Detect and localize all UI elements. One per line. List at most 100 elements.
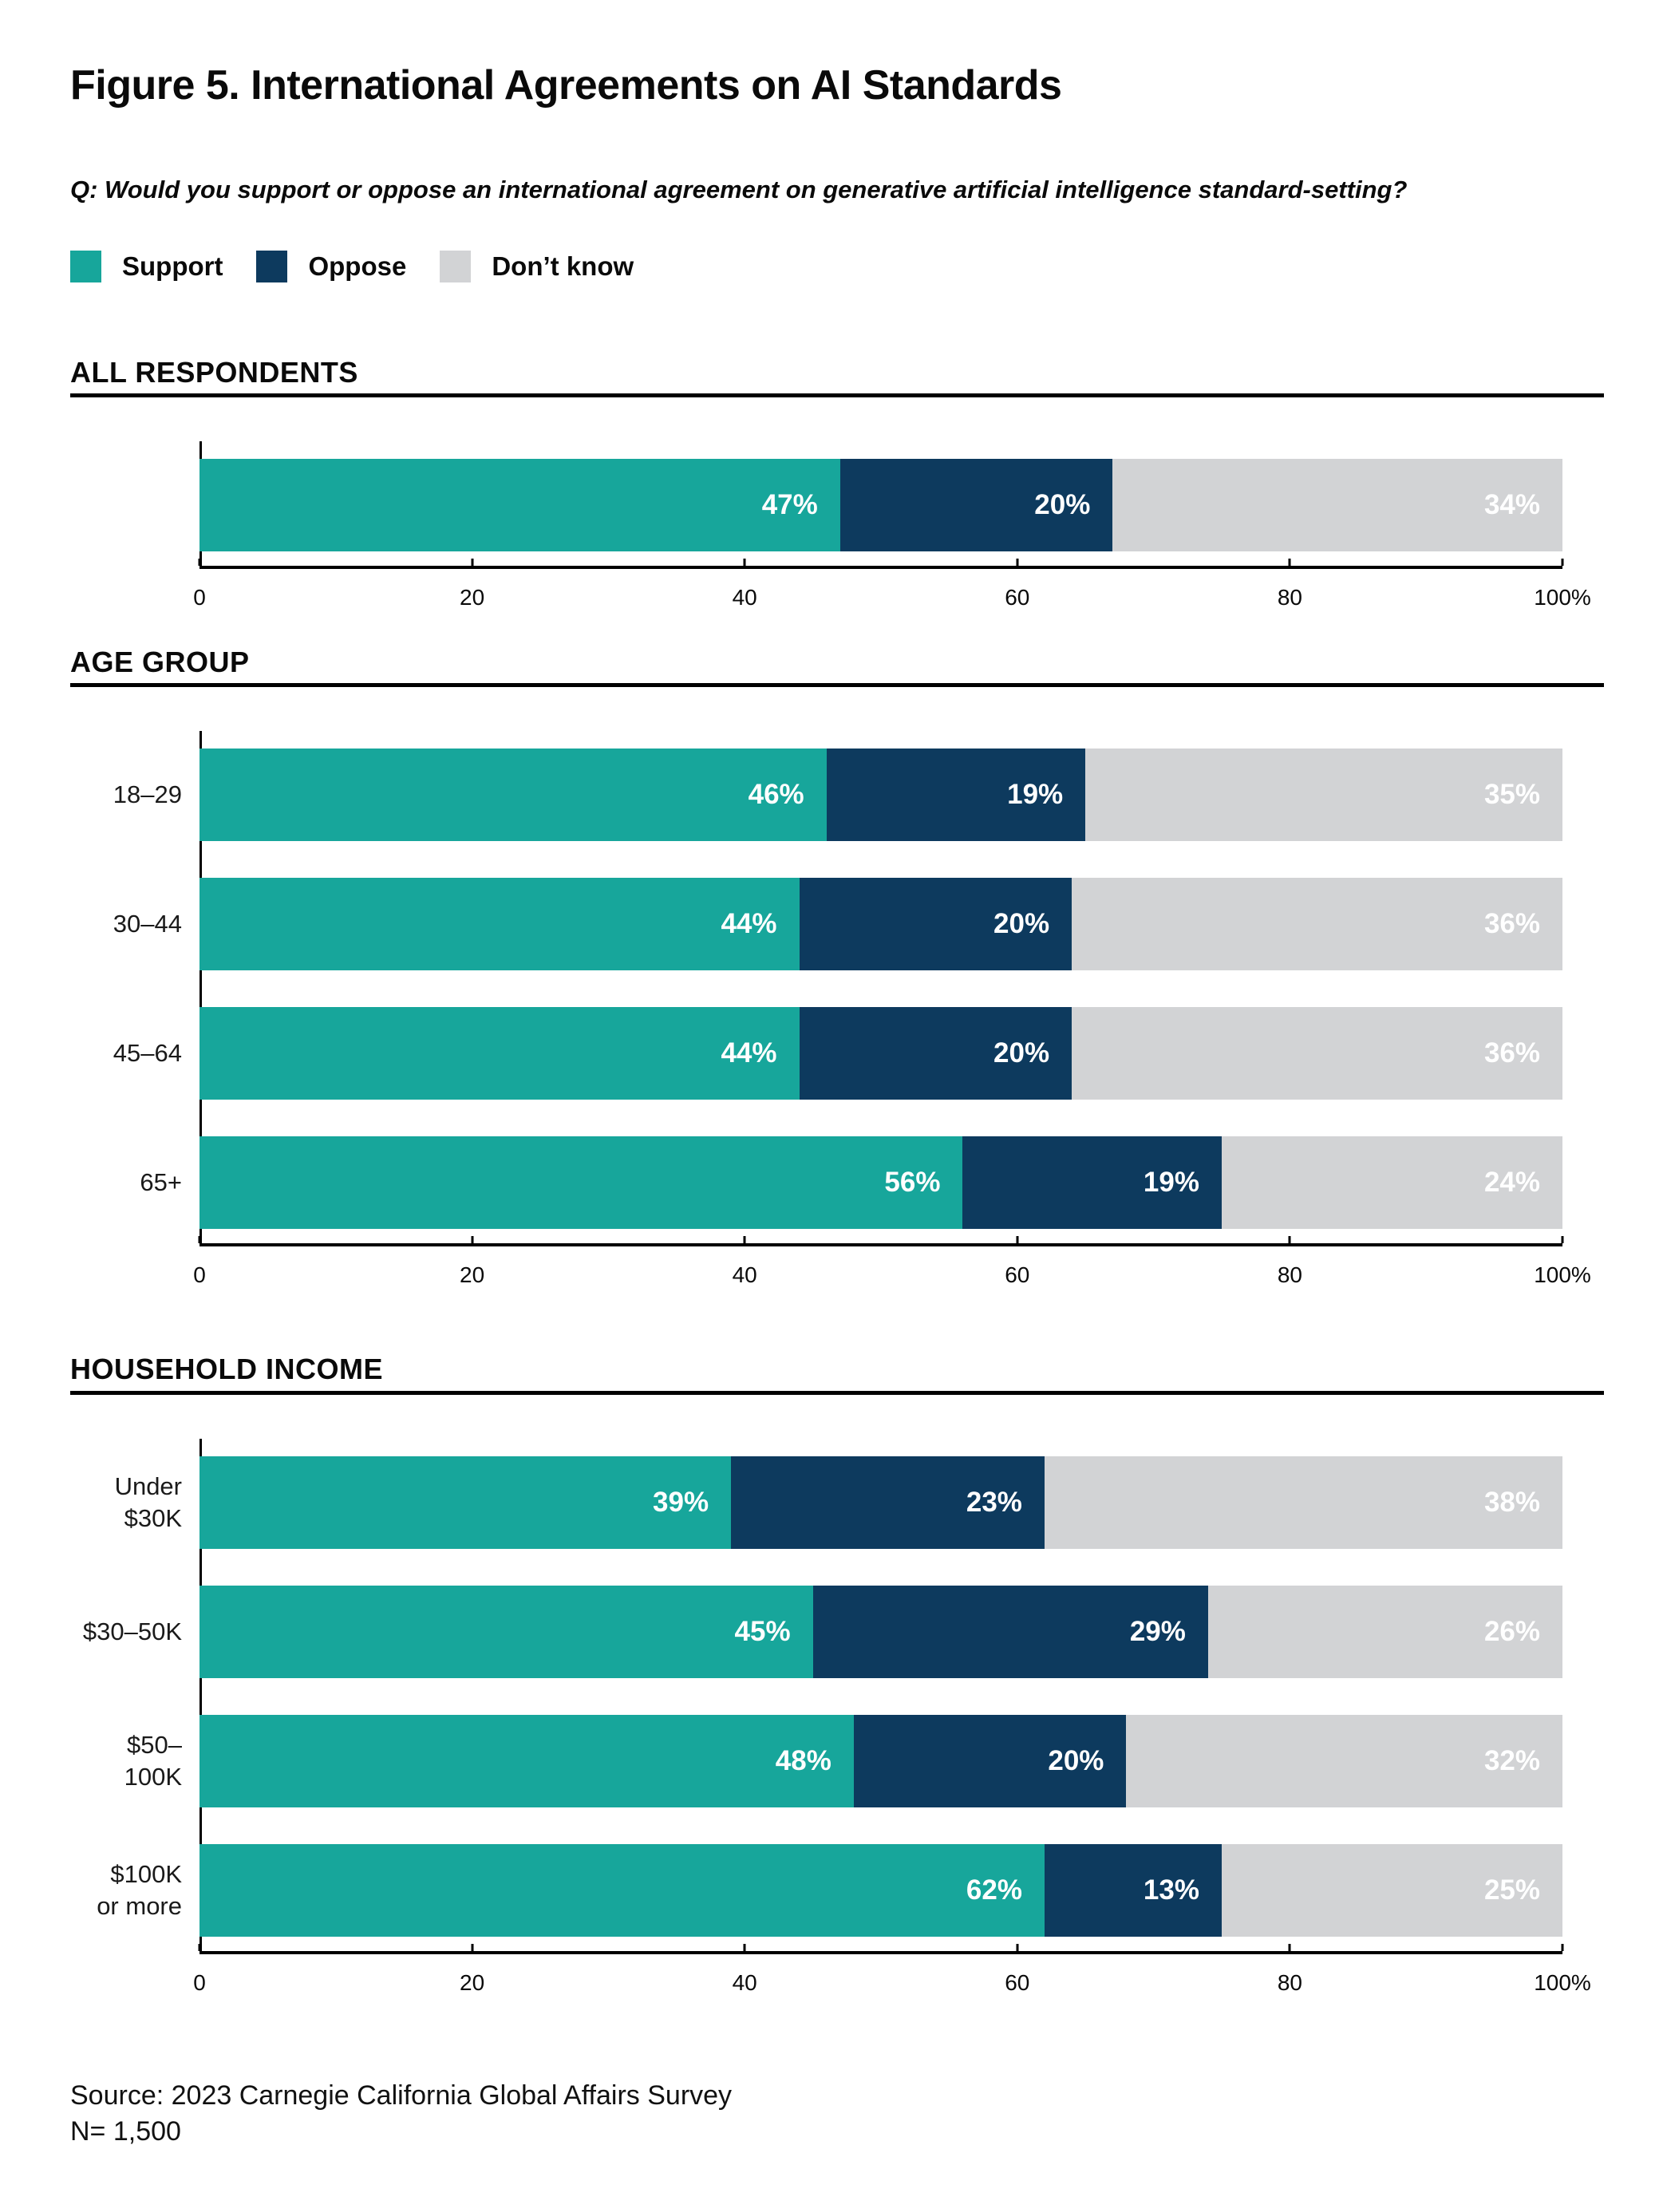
bar-segment-support: 45% xyxy=(199,1585,813,1678)
bar-row: 30–44 44% 20% 36% xyxy=(70,878,1604,971)
legend-item-dont-know: Don’t know xyxy=(440,250,634,282)
x-axis-tick-label: 100% xyxy=(1534,585,1591,610)
x-axis-tick-label: 40 xyxy=(732,1262,757,1288)
chart-section-3: HOUSEHOLD INCOME Under $30K 39% 23% 38% $30–5… xyxy=(70,1353,1604,1998)
bar-segment-label: 35% xyxy=(1483,779,1540,811)
bar-row: 45–64 44% 20% 36% xyxy=(70,1007,1604,1100)
x-axis-tick-label: 100% xyxy=(1534,1262,1591,1288)
bar-row: $50–100K 48% 20% 32% xyxy=(70,1714,1604,1807)
bar-row: 47% 20% 34% xyxy=(70,459,1604,552)
x-axis: 0 20 40 60 80 100% xyxy=(70,551,1604,614)
bar-segment-label: 13% xyxy=(1143,1874,1199,1906)
x-axis-line xyxy=(199,1950,1562,1954)
bar-segment-label: 20% xyxy=(1048,1744,1104,1776)
bar-segment-label: 44% xyxy=(721,1037,777,1069)
category-label: 30–44 xyxy=(113,910,182,938)
x-axis-tick-label: 60 xyxy=(1005,1262,1030,1288)
bar-segment-label: 19% xyxy=(1143,1167,1199,1199)
section-rule xyxy=(70,683,1604,688)
chart-rows: 18–29 46% 19% 35% 30–44 44% 20% 36% 45–64 44% 20% 3… xyxy=(70,687,1604,1244)
figure-title: Figure 5. International Agreements on AI… xyxy=(70,62,1062,109)
x-axis-tick xyxy=(471,1236,474,1244)
bar-segment-label: 19% xyxy=(1007,779,1064,811)
x-axis-tick xyxy=(1561,559,1564,567)
bar-row: $100K or more 62% 13% 25% xyxy=(70,1843,1604,1937)
bar-segment-label: 38% xyxy=(1483,1486,1540,1518)
bar-segment-support: 39% xyxy=(199,1456,732,1549)
chart-section-1: ALL RESPONDENTS 47% 20% 34% 0 20 40 60 80 100% xyxy=(70,356,1604,614)
bar-segment-dont-know: 26% xyxy=(1207,1585,1562,1678)
bar-segment-dont-know: 25% xyxy=(1221,1843,1562,1937)
bar-segment-dont-know: 36% xyxy=(1072,878,1562,971)
x-axis-tick-label: 0 xyxy=(193,1262,206,1288)
stacked-bar: 56% 19% 24% xyxy=(199,1136,1562,1230)
x-axis: 0 20 40 60 80 100% xyxy=(70,1229,1604,1291)
x-axis-spacer xyxy=(70,1937,199,1999)
x-axis-tick-label: 20 xyxy=(460,1969,485,1995)
x-axis-tick xyxy=(1016,1943,1019,1951)
bar-segment-label: 23% xyxy=(966,1486,1022,1518)
x-axis-tick xyxy=(1561,1236,1564,1244)
x-axis-area: 0 20 40 60 80 100% xyxy=(193,559,1591,614)
bar-segment-support: 47% xyxy=(199,459,840,552)
bar-segment-dont-know: 35% xyxy=(1085,749,1562,842)
x-axis-line xyxy=(199,1243,1562,1247)
bar-segment-label: 26% xyxy=(1483,1615,1540,1647)
survey-question: Q: Would you support or oppose an intern… xyxy=(70,176,1408,204)
bar-row: 65+ 56% 19% 24% xyxy=(70,1136,1604,1230)
chart-rows: 47% 20% 34% xyxy=(70,397,1604,567)
sample-size-line: N= 1,500 xyxy=(70,2115,181,2147)
bar-segment-oppose: 20% xyxy=(799,878,1072,971)
bar-segment-label: 20% xyxy=(993,908,1050,940)
bar-segment-support: 44% xyxy=(199,1007,800,1100)
x-axis-tick xyxy=(1016,559,1019,567)
category-label: $50–100K xyxy=(124,1730,182,1791)
x-axis-tick xyxy=(1288,1943,1291,1951)
x-axis: 0 20 40 60 80 100% xyxy=(70,1937,1604,1999)
bar-segment-label: 20% xyxy=(993,1037,1050,1069)
bar-segment-dont-know: 34% xyxy=(1112,459,1562,552)
category-label: $100K or more xyxy=(97,1859,182,1920)
x-axis-tick xyxy=(1288,559,1291,567)
x-axis-tick xyxy=(198,559,201,567)
oppose-swatch-icon xyxy=(256,250,288,282)
section-title: AGE GROUP xyxy=(70,646,250,679)
x-axis-tick-label: 0 xyxy=(193,1969,206,1995)
legend-label: Oppose xyxy=(308,251,407,281)
x-axis-tick xyxy=(1561,1943,1564,1951)
x-axis-tick xyxy=(198,1943,201,1951)
bar-row: Under $30K 39% 23% 38% xyxy=(70,1456,1604,1549)
bar-segment-dont-know: 32% xyxy=(1126,1714,1562,1807)
legend: Support Oppose Don’t know xyxy=(70,250,1604,282)
bar-segment-label: 47% xyxy=(761,489,818,521)
bar-row: $30–50K 45% 29% 26% xyxy=(70,1585,1604,1678)
bar-segment-dont-know: 36% xyxy=(1072,1007,1562,1100)
stacked-bar: 48% 20% 32% xyxy=(199,1714,1562,1807)
bar-segment-oppose: 20% xyxy=(853,1714,1127,1807)
source-line: Source: 2023 Carnegie California Global … xyxy=(70,2080,733,2111)
y-axis-line xyxy=(199,1438,202,1951)
chart-section-2: AGE GROUP 18–29 46% 19% 35% 30–44 44% 20% 36% 45–… xyxy=(70,646,1604,1291)
x-axis-tick-label: 0 xyxy=(193,585,206,610)
bar-segment-support: 46% xyxy=(199,749,827,842)
category-label: 65+ xyxy=(140,1168,182,1197)
bar-segment-label: 29% xyxy=(1129,1615,1186,1647)
category-label: 45–64 xyxy=(113,1039,182,1068)
bar-segment-oppose: 23% xyxy=(731,1456,1045,1549)
bar-segment-oppose: 20% xyxy=(839,459,1113,552)
x-axis-tick xyxy=(198,1236,201,1244)
dont-know-swatch-icon xyxy=(440,250,472,282)
category-label: 18–29 xyxy=(113,780,182,809)
bar-segment-dont-know: 24% xyxy=(1221,1136,1562,1230)
x-axis-tick xyxy=(743,559,746,567)
x-axis-tick xyxy=(471,1943,474,1951)
x-axis-tick-label: 20 xyxy=(460,1262,485,1288)
stacked-bar: 46% 19% 35% xyxy=(199,749,1562,842)
bar-segment-oppose: 19% xyxy=(826,749,1086,842)
legend-label: Don’t know xyxy=(492,251,634,281)
stacked-bar: 62% 13% 25% xyxy=(199,1843,1562,1937)
x-axis-spacer xyxy=(70,1229,199,1291)
x-axis-tick-label: 80 xyxy=(1277,1262,1302,1288)
section-title: HOUSEHOLD INCOME xyxy=(70,1353,384,1386)
